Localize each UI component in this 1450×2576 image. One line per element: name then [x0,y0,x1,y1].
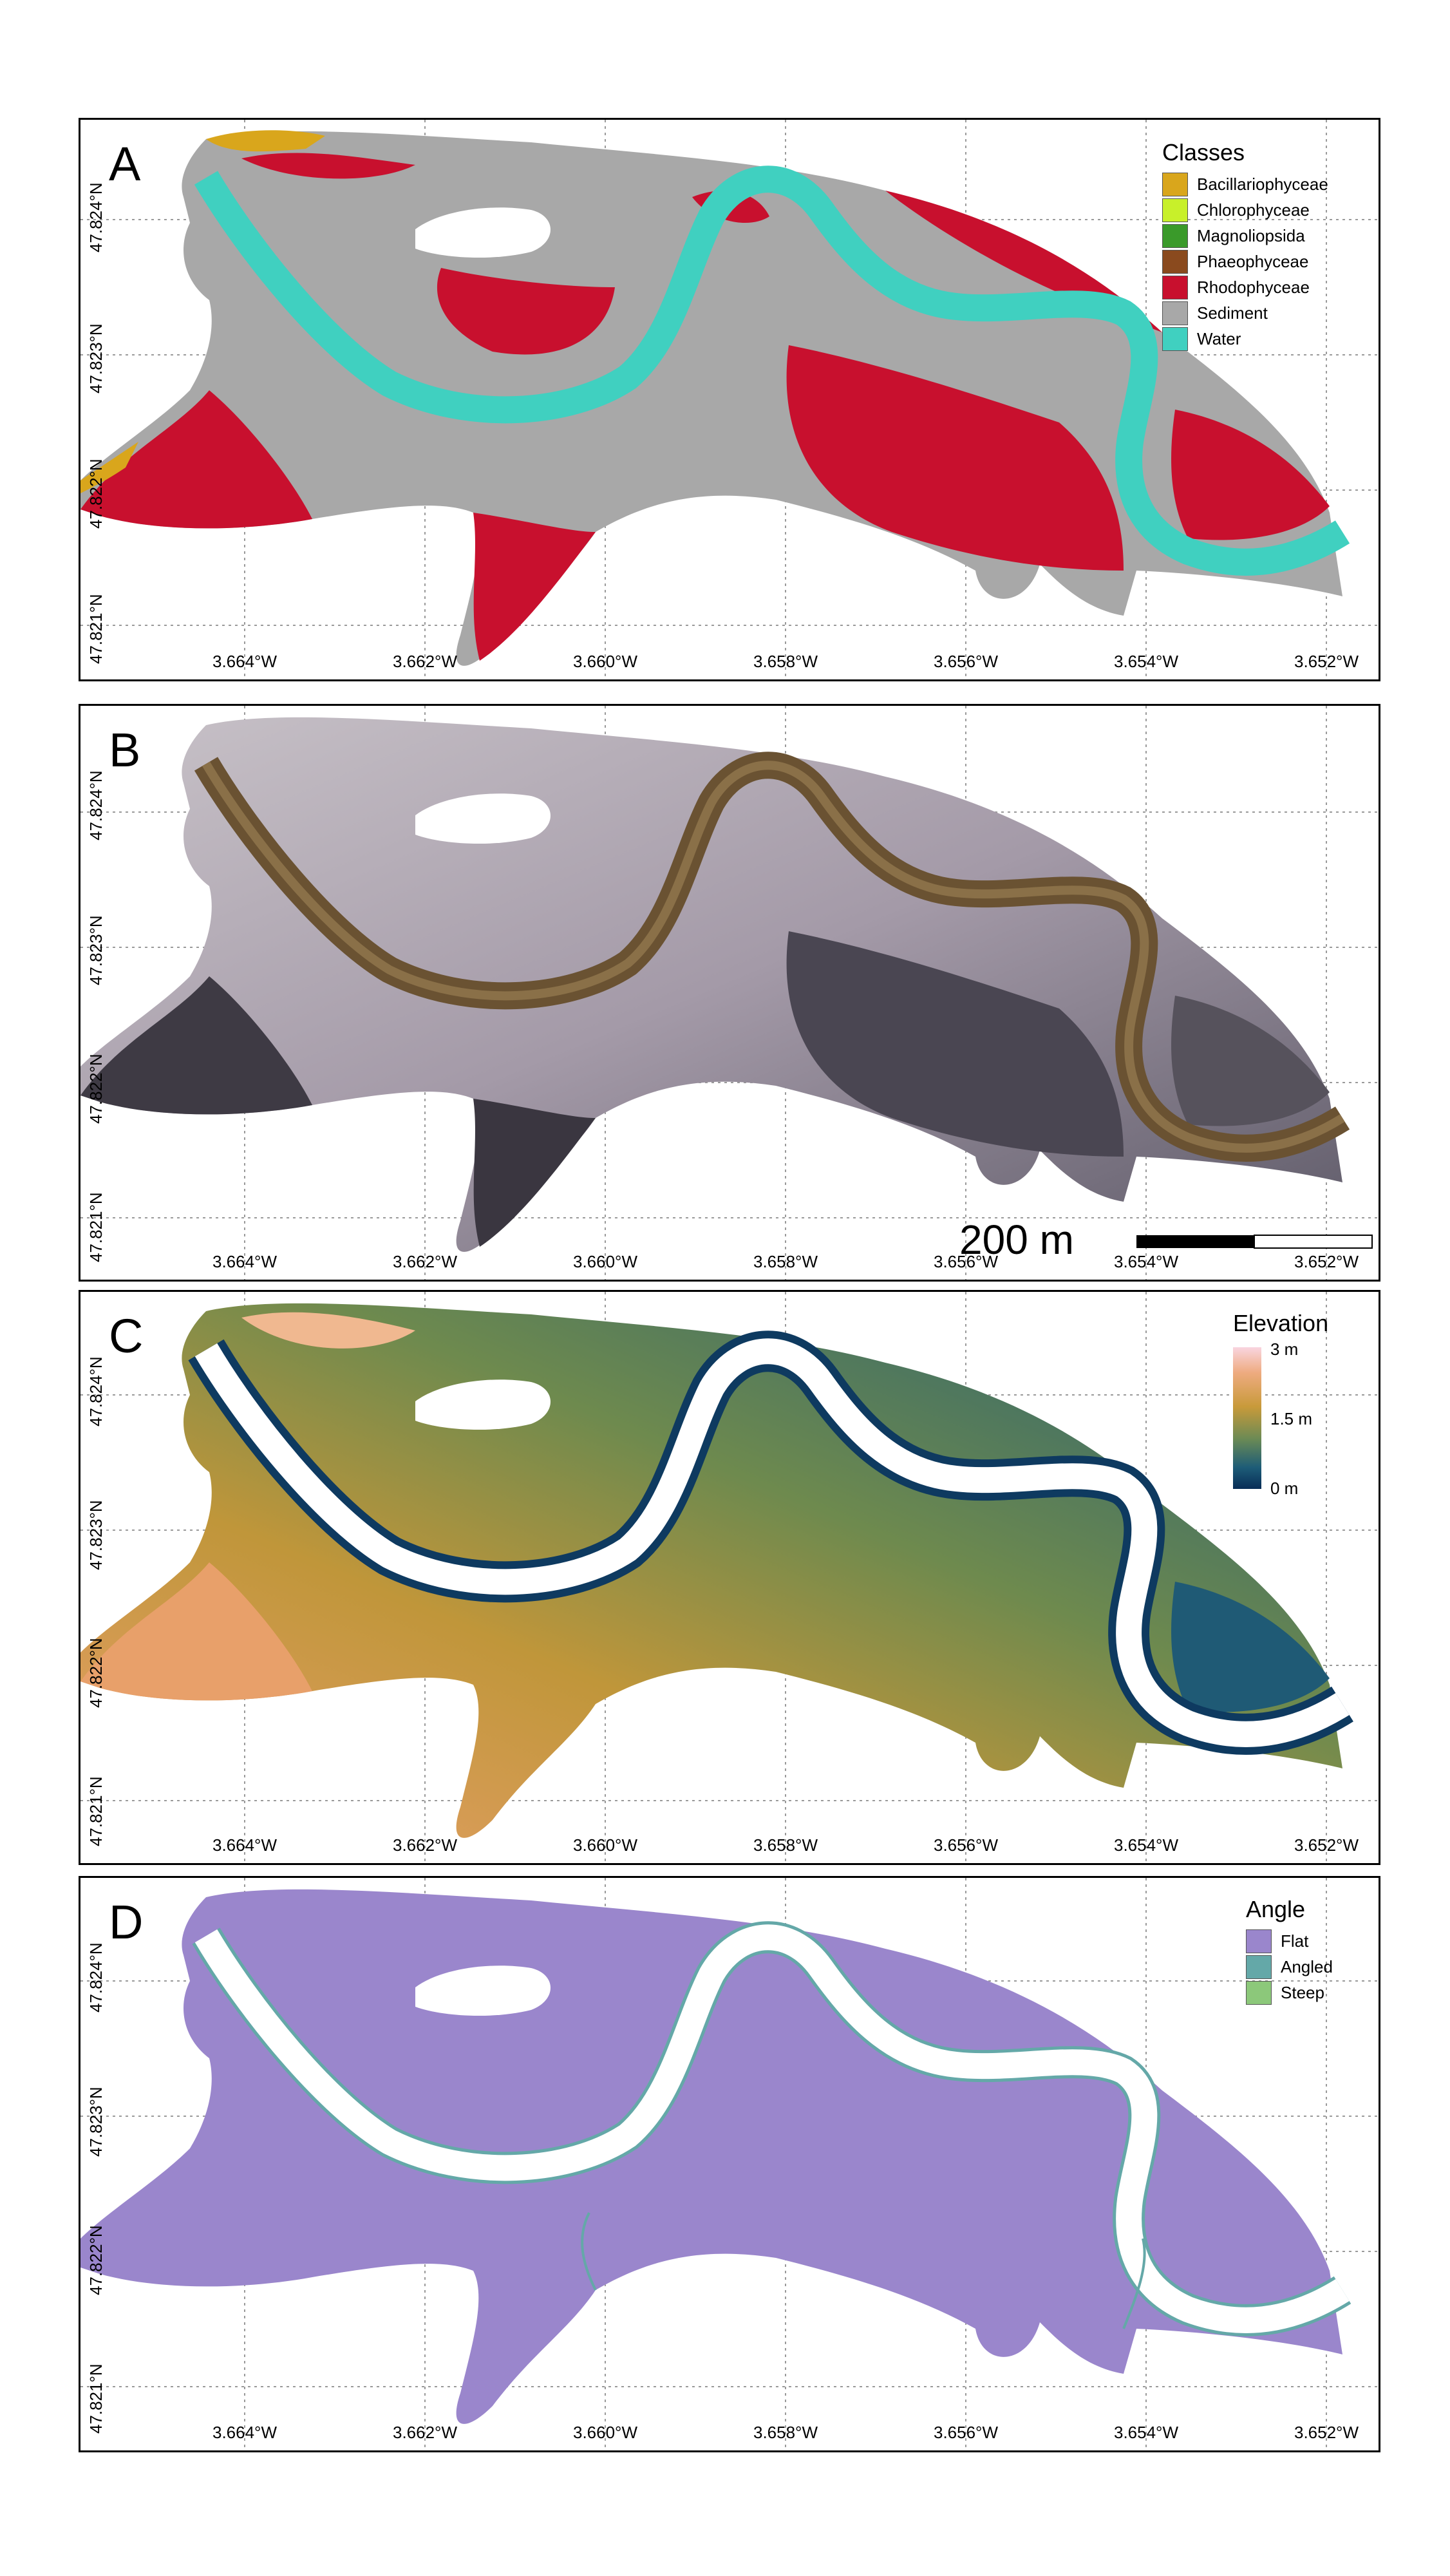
angle-legend-item: Steep [1246,1980,1333,2005]
legend-title: Elevation [1233,1310,1329,1336]
x-tick-label: 3.654°W [1113,2423,1179,2442]
elevation-map-svg [80,1292,1379,1863]
legend-label: Steep [1281,1982,1324,2002]
x-tick-label: 3.652°W [1294,652,1359,671]
elevation-mid-label: 1.5 m [1270,1409,1313,1428]
legend-title: Classes [1162,139,1245,166]
legend-swatch [1246,1929,1272,1953]
classes-legend-item: Chlorophyceae [1162,197,1328,223]
classes-legend: Classes Bacillariophyceae Chlorophyceae Ma… [1162,139,1328,352]
orthophoto-map-svg [80,706,1379,1280]
classification-map-svg [80,120,1379,679]
y-tick-label: 47.822°N [86,2224,106,2295]
y-tick-label: 47.822°N [86,1638,106,1709]
panel-label: C [109,1309,144,1363]
panel-b-orthophoto-map: B 200 m [79,704,1380,1282]
y-tick-label: 47.824°N [86,182,106,252]
x-tick-label: 3.652°W [1294,1835,1359,1855]
y-tick-label: 47.821°N [86,593,106,664]
x-tick-label: 3.656°W [933,2423,999,2442]
legend-label: Flat [1281,1931,1309,1951]
x-tick-label: 3.652°W [1294,1252,1359,1271]
x-tick-label: 3.656°W [933,1835,999,1855]
legend-title: Angle [1246,1896,1306,1922]
legend-label: Sediment [1197,303,1268,323]
y-tick-label: 47.823°N [86,915,106,985]
x-tick-label: 3.654°W [1113,652,1179,671]
x-tick-label: 3.658°W [753,1252,818,1271]
elevation-colorbar [1233,1347,1261,1489]
x-tick-label: 3.658°W [753,2423,818,2442]
x-tick-label: 3.654°W [1113,1835,1179,1855]
x-tick-label: 3.664°W [212,652,278,671]
legend-swatch [1162,198,1188,222]
y-tick-label: 47.821°N [86,1192,106,1263]
x-tick-label: 3.660°W [572,2423,638,2442]
x-tick-label: 3.664°W [212,1252,278,1271]
elevation-min-label: 0 m [1270,1479,1299,1498]
legend-label: Chlorophyceae [1197,200,1310,220]
panel-d-angle-map: D Angle Flat Angled Steep [79,1876,1380,2452]
x-tick-label: 3.662°W [392,652,458,671]
angle-legend: Angle Flat Angled Steep [1246,1896,1333,2005]
panel-a-classification-map: A Classes Bacillariophyceae Chlorophyceae… [79,118,1380,681]
classes-legend-item: Phaeophyceae [1162,249,1328,274]
angle-legend-item: Flat [1246,1928,1333,1954]
x-tick-label: 3.656°W [933,1252,999,1271]
legend-label: Bacillariophyceae [1197,174,1328,194]
scalebar-white-segment [1254,1235,1373,1249]
panel-label: D [109,1895,144,1949]
classes-legend-item: Bacillariophyceae [1162,171,1328,197]
legend-swatch [1162,223,1188,248]
legend-label: Water [1197,328,1241,348]
y-tick-label: 47.821°N [86,2363,106,2434]
y-tick-label: 47.822°N [86,458,106,529]
classes-legend-item: Water [1162,326,1328,352]
legend-swatch [1246,1980,1272,2005]
legend-swatch [1162,301,1188,325]
y-tick-label: 47.824°N [86,1942,106,2013]
x-tick-label: 3.664°W [212,2423,278,2442]
x-tick-label: 3.660°W [572,652,638,671]
legend-swatch [1162,172,1188,196]
classes-legend-item: Sediment [1162,300,1328,326]
scalebar-label: 200 m [959,1217,1074,1263]
legend-label: Angled [1281,1956,1333,1976]
x-tick-label: 3.658°W [753,652,818,671]
classes-legend-item: Magnoliopsida [1162,223,1328,249]
x-tick-label: 3.664°W [212,1835,278,1855]
x-tick-label: 3.658°W [753,1835,818,1855]
y-tick-label: 47.823°N [86,1500,106,1571]
panel-label: A [109,137,141,191]
legend-swatch [1246,1955,1272,1979]
legend-label: Rhodophyceae [1197,277,1310,297]
x-tick-label: 3.656°W [933,652,999,671]
x-tick-label: 3.662°W [392,2423,458,2442]
x-tick-label: 3.662°W [392,1835,458,1855]
legend-swatch [1162,249,1188,274]
angle-legend-item: Angled [1246,1954,1333,1980]
elevation-legend: Elevation 3 m 1.5 m 0 m [1233,1310,1329,1498]
y-tick-label: 47.823°N [86,2087,106,2157]
angle-map-svg [80,1878,1379,2450]
x-tick-label: 3.660°W [572,1835,638,1855]
elevation-max-label: 3 m [1270,1340,1299,1359]
x-tick-label: 3.654°W [1113,1252,1179,1271]
legend-swatch [1162,327,1188,351]
legend-label: Magnoliopsida [1197,225,1305,245]
legend-swatch [1162,275,1188,299]
legend-label: Phaeophyceae [1197,251,1309,271]
y-tick-label: 47.824°N [86,770,106,841]
panel-c-elevation-map: C Elevation 3 m 1.5 m 0 m [79,1290,1380,1865]
y-tick-label: 47.823°N [86,323,106,393]
panel-label: B [109,723,141,777]
classes-legend-item: Rhodophyceae [1162,274,1328,300]
scalebar-black-segment [1136,1235,1254,1248]
y-tick-label: 47.821°N [86,1776,106,1846]
x-tick-label: 3.662°W [392,1252,458,1271]
x-tick-label: 3.652°W [1294,2423,1359,2442]
y-tick-label: 47.822°N [86,1054,106,1124]
y-tick-label: 47.824°N [86,1356,106,1426]
x-tick-label: 3.660°W [572,1252,638,1271]
